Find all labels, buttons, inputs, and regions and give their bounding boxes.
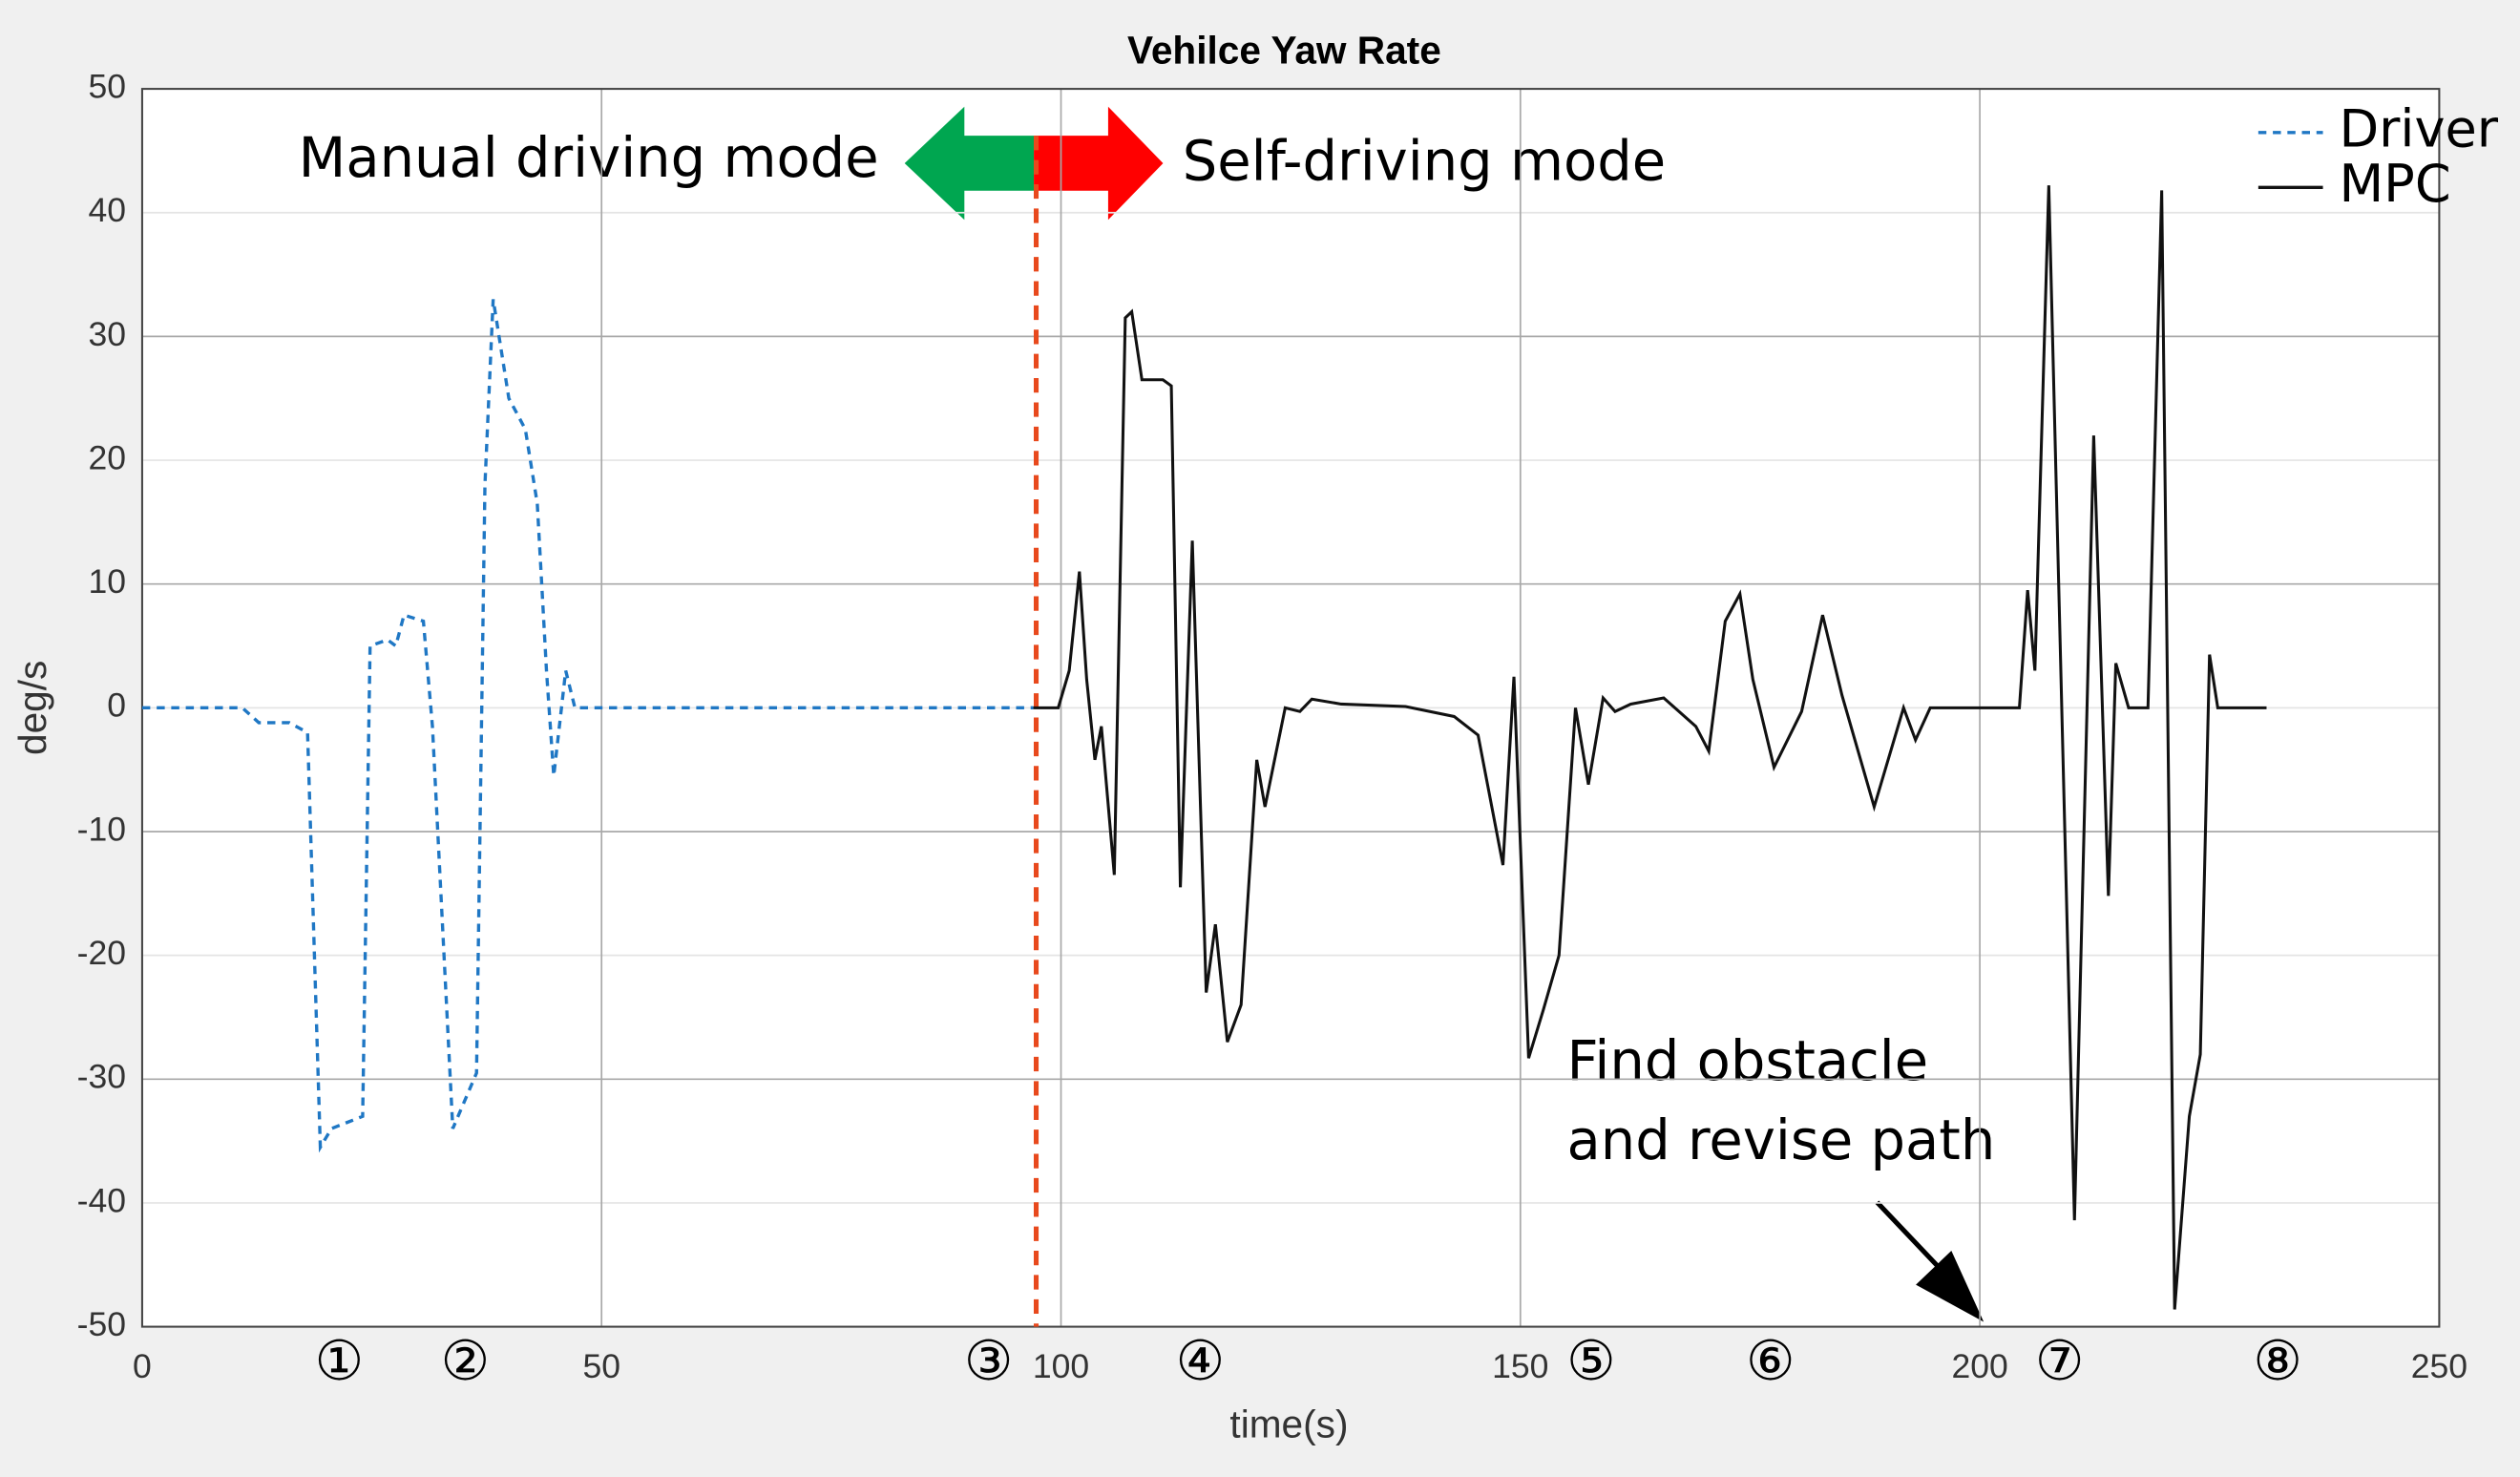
y-tick-label: -40 [77, 1181, 126, 1219]
step-marker: ① [315, 1329, 365, 1393]
x-tick-label: 150 [1492, 1347, 1548, 1385]
x-tick-label: 250 [2411, 1347, 2468, 1385]
y-axis-label: deg/s [10, 661, 54, 755]
chart-title: Vehilce Yaw Rate [1127, 29, 1441, 73]
y-tick-label: -50 [77, 1305, 126, 1343]
step-marker: ② [441, 1329, 491, 1393]
y-tick-label: 10 [88, 562, 126, 601]
obstacle-label: Find obstacle [1567, 1029, 1929, 1093]
right-arrow [1034, 106, 1164, 221]
x-tick-label: 100 [1033, 1347, 1089, 1385]
y-tick-label: 40 [88, 191, 126, 229]
step-marker: ⑦ [2035, 1329, 2085, 1393]
y-tick-label: -10 [77, 810, 126, 848]
y-tick-label: -20 [77, 934, 126, 972]
step-marker: ④ [1176, 1329, 1226, 1393]
y-tick-label: 0 [107, 686, 126, 725]
y-tick-label: 20 [88, 438, 126, 476]
step-marker: ⑤ [1566, 1329, 1616, 1393]
x-tick-label: 50 [582, 1347, 620, 1385]
manual-mode-label: Manual driving mode [299, 126, 879, 190]
obstacle-label: and revise path [1567, 1108, 1996, 1172]
step-marker: ⑧ [2253, 1329, 2302, 1393]
step-marker: ③ [964, 1329, 1014, 1393]
x-tick-label: 200 [1951, 1347, 2007, 1385]
step-marker: ⑥ [1746, 1329, 1796, 1393]
obstacle-arrow-head [1916, 1251, 1984, 1322]
legend-label: MPC [2339, 154, 2450, 214]
y-tick-label: 50 [88, 67, 126, 105]
x-axis-label: time(s) [1229, 1402, 1348, 1445]
obstacle-arrow [1875, 1200, 1941, 1269]
x-tick-label: 0 [133, 1347, 152, 1385]
y-tick-label: -30 [77, 1058, 126, 1096]
y-tick-label: 30 [88, 315, 126, 353]
self-mode-label: Self-driving mode [1183, 129, 1666, 193]
legend-label: Driver [2339, 98, 2498, 158]
series-line [1033, 185, 2267, 1310]
left-arrow [904, 106, 1035, 221]
